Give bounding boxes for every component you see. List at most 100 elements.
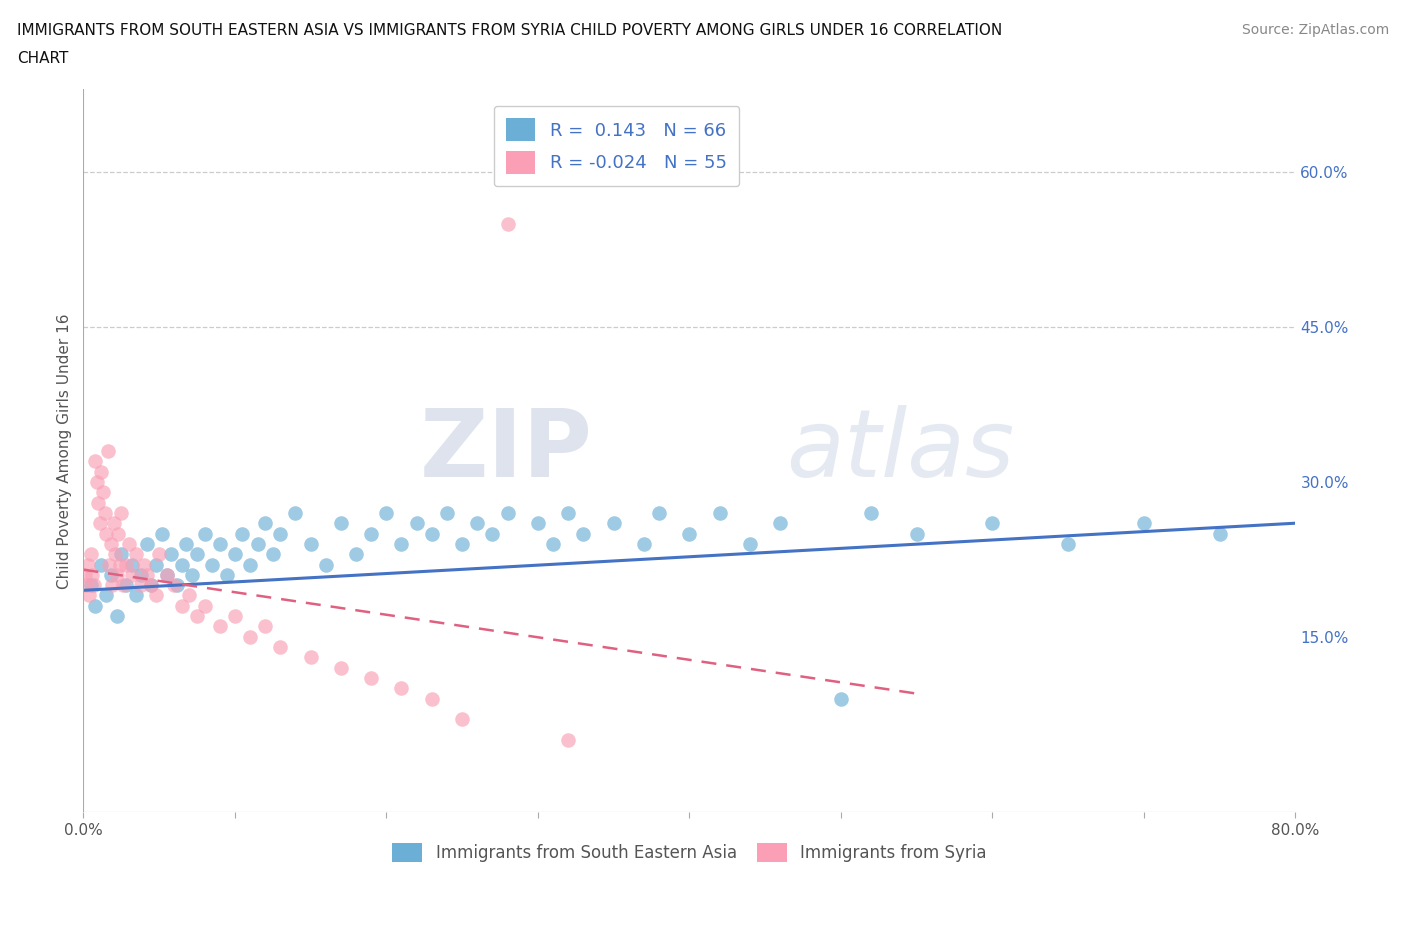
Point [246,537,269,551]
Point [299,537,322,551]
Point [557,733,579,748]
Point [91,485,114,499]
Point [114,578,136,592]
Point [405,516,427,531]
Point [709,505,731,520]
Point [94,526,117,541]
Point [82,567,104,582]
Point [79,588,101,603]
Point [375,505,398,520]
Point [360,526,382,541]
Point [107,526,129,541]
Point [80,547,103,562]
Point [208,619,231,634]
Point [170,598,193,613]
Point [100,567,122,582]
Point [104,547,127,562]
Point [1057,537,1080,551]
Point [114,557,136,572]
Point [262,547,284,562]
Point [111,578,134,592]
Point [678,526,700,541]
Point [121,567,143,582]
Point [179,588,201,603]
Point [981,516,1004,531]
Point [193,526,215,541]
Point [738,537,761,551]
Point [239,557,262,572]
Point [465,516,488,531]
Point [231,526,253,541]
Point [125,588,148,603]
Point [129,578,152,592]
Point [391,537,413,551]
Point [136,567,159,582]
Point [141,578,163,592]
Point [170,557,193,572]
Point [186,547,208,562]
Point [557,505,579,520]
Point [254,516,277,531]
Point [602,516,624,531]
Point [89,516,111,531]
Point [110,505,132,520]
Point [224,609,246,624]
Point [176,537,198,551]
Point [648,505,671,520]
Point [84,454,107,469]
Legend: Immigrants from South Eastern Asia, Immigrants from Syria: Immigrants from South Eastern Asia, Immi… [385,837,993,870]
Point [181,567,204,582]
Point [496,217,519,232]
Point [150,526,173,541]
Point [527,516,550,531]
Point [148,547,170,562]
Text: CHART: CHART [17,51,69,66]
Point [1133,516,1156,531]
Point [830,691,852,706]
Point [129,567,152,582]
Point [118,537,141,551]
Point [905,526,928,541]
Point [496,505,519,520]
Point [145,588,167,603]
Point [73,567,96,582]
Point [132,557,155,572]
Point [136,537,159,551]
Y-axis label: Child Poverty Among Girls Under 16: Child Poverty Among Girls Under 16 [58,313,72,589]
Point [344,547,367,562]
Point [96,444,118,458]
Point [101,578,124,592]
Point [105,567,128,582]
Point [121,557,143,572]
Point [284,505,307,520]
Point [451,537,474,551]
Point [254,619,277,634]
Point [481,526,503,541]
Point [572,526,595,541]
Point [193,598,215,613]
Point [315,557,337,572]
Point [141,578,163,592]
Point [93,505,115,520]
Point [125,547,148,562]
Point [360,671,382,685]
Point [208,537,231,551]
Point [201,557,224,572]
Point [87,495,110,510]
Point [110,547,132,562]
Point [239,630,262,644]
Point [420,526,443,541]
Text: Source: ZipAtlas.com: Source: ZipAtlas.com [1241,23,1389,37]
Point [186,609,208,624]
Text: atlas: atlas [786,405,1015,497]
Point [420,691,443,706]
Point [541,537,564,551]
Point [1208,526,1230,541]
Point [145,557,167,572]
Point [94,588,117,603]
Point [84,598,107,613]
Text: IMMIGRANTS FROM SOUTH EASTERN ASIA VS IMMIGRANTS FROM SYRIA CHILD POVERTY AMONG : IMMIGRANTS FROM SOUTH EASTERN ASIA VS IM… [17,23,1002,38]
Point [163,578,186,592]
Point [80,578,103,592]
Point [90,557,112,572]
